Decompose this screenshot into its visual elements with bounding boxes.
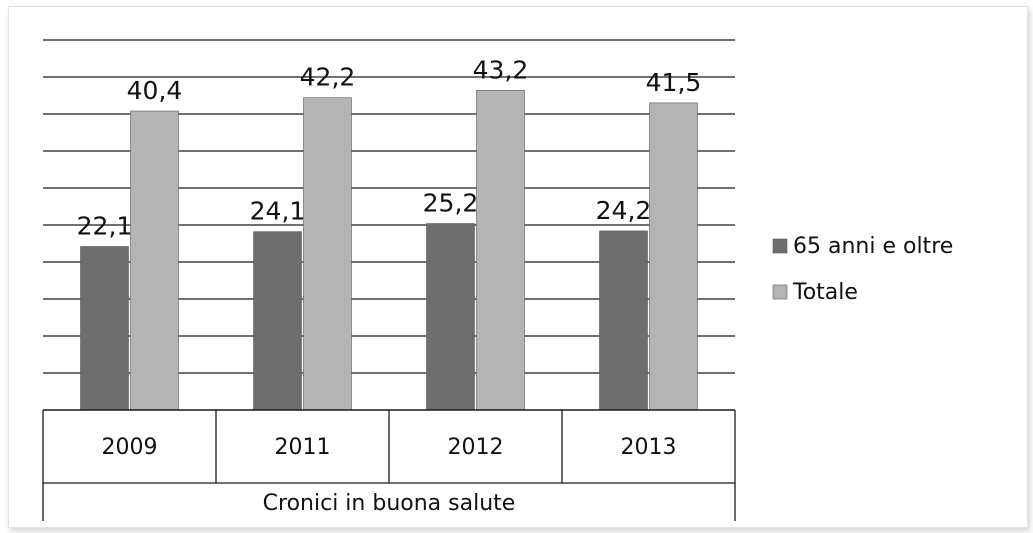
bar xyxy=(303,97,352,411)
chart-frame: 22,1 24,1 25,2 24,2 40,4 42,2 43,2 41,5 Cronici… xyxy=(8,6,1028,528)
data-label: 41,5 xyxy=(646,68,702,97)
bar xyxy=(80,246,129,411)
data-label: 25,2 xyxy=(423,189,479,218)
x-tick-label: 2013 xyxy=(621,435,677,460)
bar xyxy=(253,231,302,411)
data-label: 24,2 xyxy=(596,196,652,225)
data-label: 42,2 xyxy=(300,63,356,92)
data-labels: 22,1 24,1 25,2 24,2 40,4 42,2 43,2 41,5 xyxy=(77,55,702,240)
legend-swatch xyxy=(772,284,788,300)
category-axis: Cronici in buona salute 2009 2011 2012 2013 xyxy=(42,409,736,521)
legend-label: 65 anni e oltre xyxy=(793,234,953,259)
bar xyxy=(426,223,475,411)
bars xyxy=(80,90,698,411)
data-label: 43,2 xyxy=(473,55,529,84)
legend: 65 anni e oltre Totale xyxy=(772,234,953,305)
x-tick-label: 2009 xyxy=(102,435,158,460)
x-tick-label: 2011 xyxy=(275,435,331,460)
bar xyxy=(649,102,698,411)
legend-swatch xyxy=(772,238,788,254)
data-label: 40,4 xyxy=(127,76,183,105)
bar-chart: 22,1 24,1 25,2 24,2 40,4 42,2 43,2 41,5 Cronici… xyxy=(42,39,953,521)
bar xyxy=(130,110,179,411)
x-tick-label: 2012 xyxy=(448,435,504,460)
data-label: 22,1 xyxy=(77,211,133,240)
legend-label: Totale xyxy=(792,280,858,305)
bar xyxy=(476,90,525,411)
category-group-label: Cronici in buona salute xyxy=(263,491,516,516)
bar xyxy=(599,230,648,411)
data-label: 24,1 xyxy=(250,197,306,226)
